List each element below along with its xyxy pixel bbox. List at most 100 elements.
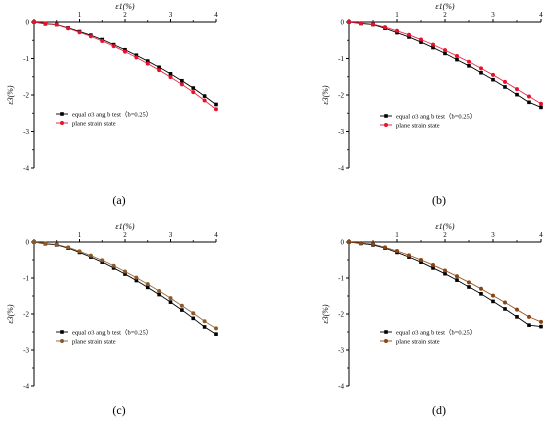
data-point [431, 263, 435, 268]
series-line [33, 241, 217, 335]
series-2 [32, 240, 218, 331]
data-point [77, 30, 82, 35]
y-tick-label: -4 [23, 165, 29, 173]
data-point [419, 40, 423, 44]
y-tick-label: -2 [23, 92, 29, 100]
data-point [157, 288, 162, 293]
data-point [202, 94, 207, 98]
y-tick-label: -4 [338, 383, 344, 391]
data-point [455, 57, 459, 62]
data-point [123, 49, 127, 54]
data-point [202, 319, 207, 324]
data-point [479, 70, 483, 75]
legend-marker [384, 123, 388, 127]
data-point [32, 240, 36, 244]
series-1 [347, 20, 543, 110]
y-axis-label: ε3(%) [321, 85, 330, 104]
data-point [111, 266, 116, 270]
data-point [32, 20, 36, 24]
data-point [491, 293, 495, 298]
y-tick-label: -2 [23, 311, 29, 319]
y-axis-label: ε3(%) [6, 304, 15, 323]
data-point [479, 292, 483, 296]
data-point [431, 42, 435, 47]
data-point [443, 271, 447, 276]
legend-label: plane strain state [72, 120, 116, 127]
data-point [134, 278, 139, 283]
series-2 [32, 20, 218, 112]
data-point [467, 59, 471, 64]
x-tick-label: 3 [491, 11, 495, 19]
y-tick-label: -1 [338, 275, 344, 283]
x-axis-label: ε1(%) [115, 2, 134, 11]
y-tick-label: -4 [23, 383, 29, 391]
data-point [467, 285, 471, 289]
chart-panel-b: 1 2 3 4 0 -1 -2 -3 -4 ε1(%) ε3(%) equal σ3 ang b te… [321, 2, 543, 207]
data-point [180, 308, 184, 312]
y-tick-label: -3 [23, 128, 29, 136]
data-point [515, 307, 519, 312]
data-point [66, 26, 71, 31]
data-point [77, 249, 82, 254]
x-tick-label: 2 [123, 231, 127, 239]
x-tick-label: 2 [443, 231, 447, 239]
panel-label: (b) [432, 193, 446, 207]
data-point [157, 65, 161, 70]
data-point [179, 303, 184, 308]
y-tick-label: -2 [338, 92, 344, 100]
x-tick-label: 4 [214, 231, 218, 239]
data-point [407, 35, 411, 39]
chart-panel-d: 1 2 3 4 0 -1 -2 -3 -4 ε1(%) ε3(%) equal σ3 ang b te… [321, 222, 543, 417]
series-line [33, 21, 217, 105]
data-point [467, 280, 471, 285]
x-tick-label: 4 [539, 11, 543, 19]
y-tick-label: -3 [338, 347, 344, 355]
series-line [33, 21, 217, 110]
data-point [180, 78, 184, 83]
data-point [527, 314, 531, 319]
panel-label: (d) [432, 403, 446, 417]
data-point [419, 37, 423, 42]
data-point [66, 245, 71, 250]
series-line [348, 241, 542, 328]
series-line [348, 241, 542, 323]
legend: equal σ3 ang b test（b=0.25） plane strain … [56, 110, 152, 127]
data-point [431, 45, 435, 50]
legend-label: plane strain state [72, 338, 116, 345]
data-point [359, 21, 363, 26]
data-point [503, 79, 507, 84]
data-point [443, 51, 447, 56]
data-point [168, 72, 173, 76]
data-point [515, 315, 519, 319]
data-point [539, 101, 543, 106]
data-point [347, 20, 351, 24]
data-point [191, 311, 196, 316]
y-tick-label: -3 [23, 347, 29, 355]
data-point [491, 77, 495, 82]
data-point [123, 269, 127, 274]
x-tick-label: 2 [443, 11, 447, 19]
data-point [191, 86, 196, 90]
legend-label: plane strain state [396, 122, 440, 129]
data-point [371, 242, 375, 247]
data-point [191, 90, 196, 95]
data-point [202, 325, 207, 329]
data-point [145, 59, 150, 63]
chart-panel-c: 1 2 3 4 0 -1 -2 -3 -4 ε1(%) ε3(%) equal σ3 ang b te… [6, 222, 218, 417]
data-point [88, 34, 93, 39]
data-point [443, 48, 447, 53]
x-axis-label: ε1(%) [115, 222, 134, 231]
x-axis-label: ε1(%) [435, 2, 454, 11]
data-point [214, 326, 218, 331]
data-point [168, 296, 173, 301]
x-tick-label: 3 [491, 231, 495, 239]
data-point [100, 38, 105, 43]
legend-marker [60, 121, 64, 125]
data-point [88, 253, 93, 258]
data-point [395, 28, 399, 33]
data-point [371, 22, 375, 27]
data-point [191, 316, 196, 321]
data-point [202, 98, 207, 103]
series-1 [32, 20, 218, 107]
